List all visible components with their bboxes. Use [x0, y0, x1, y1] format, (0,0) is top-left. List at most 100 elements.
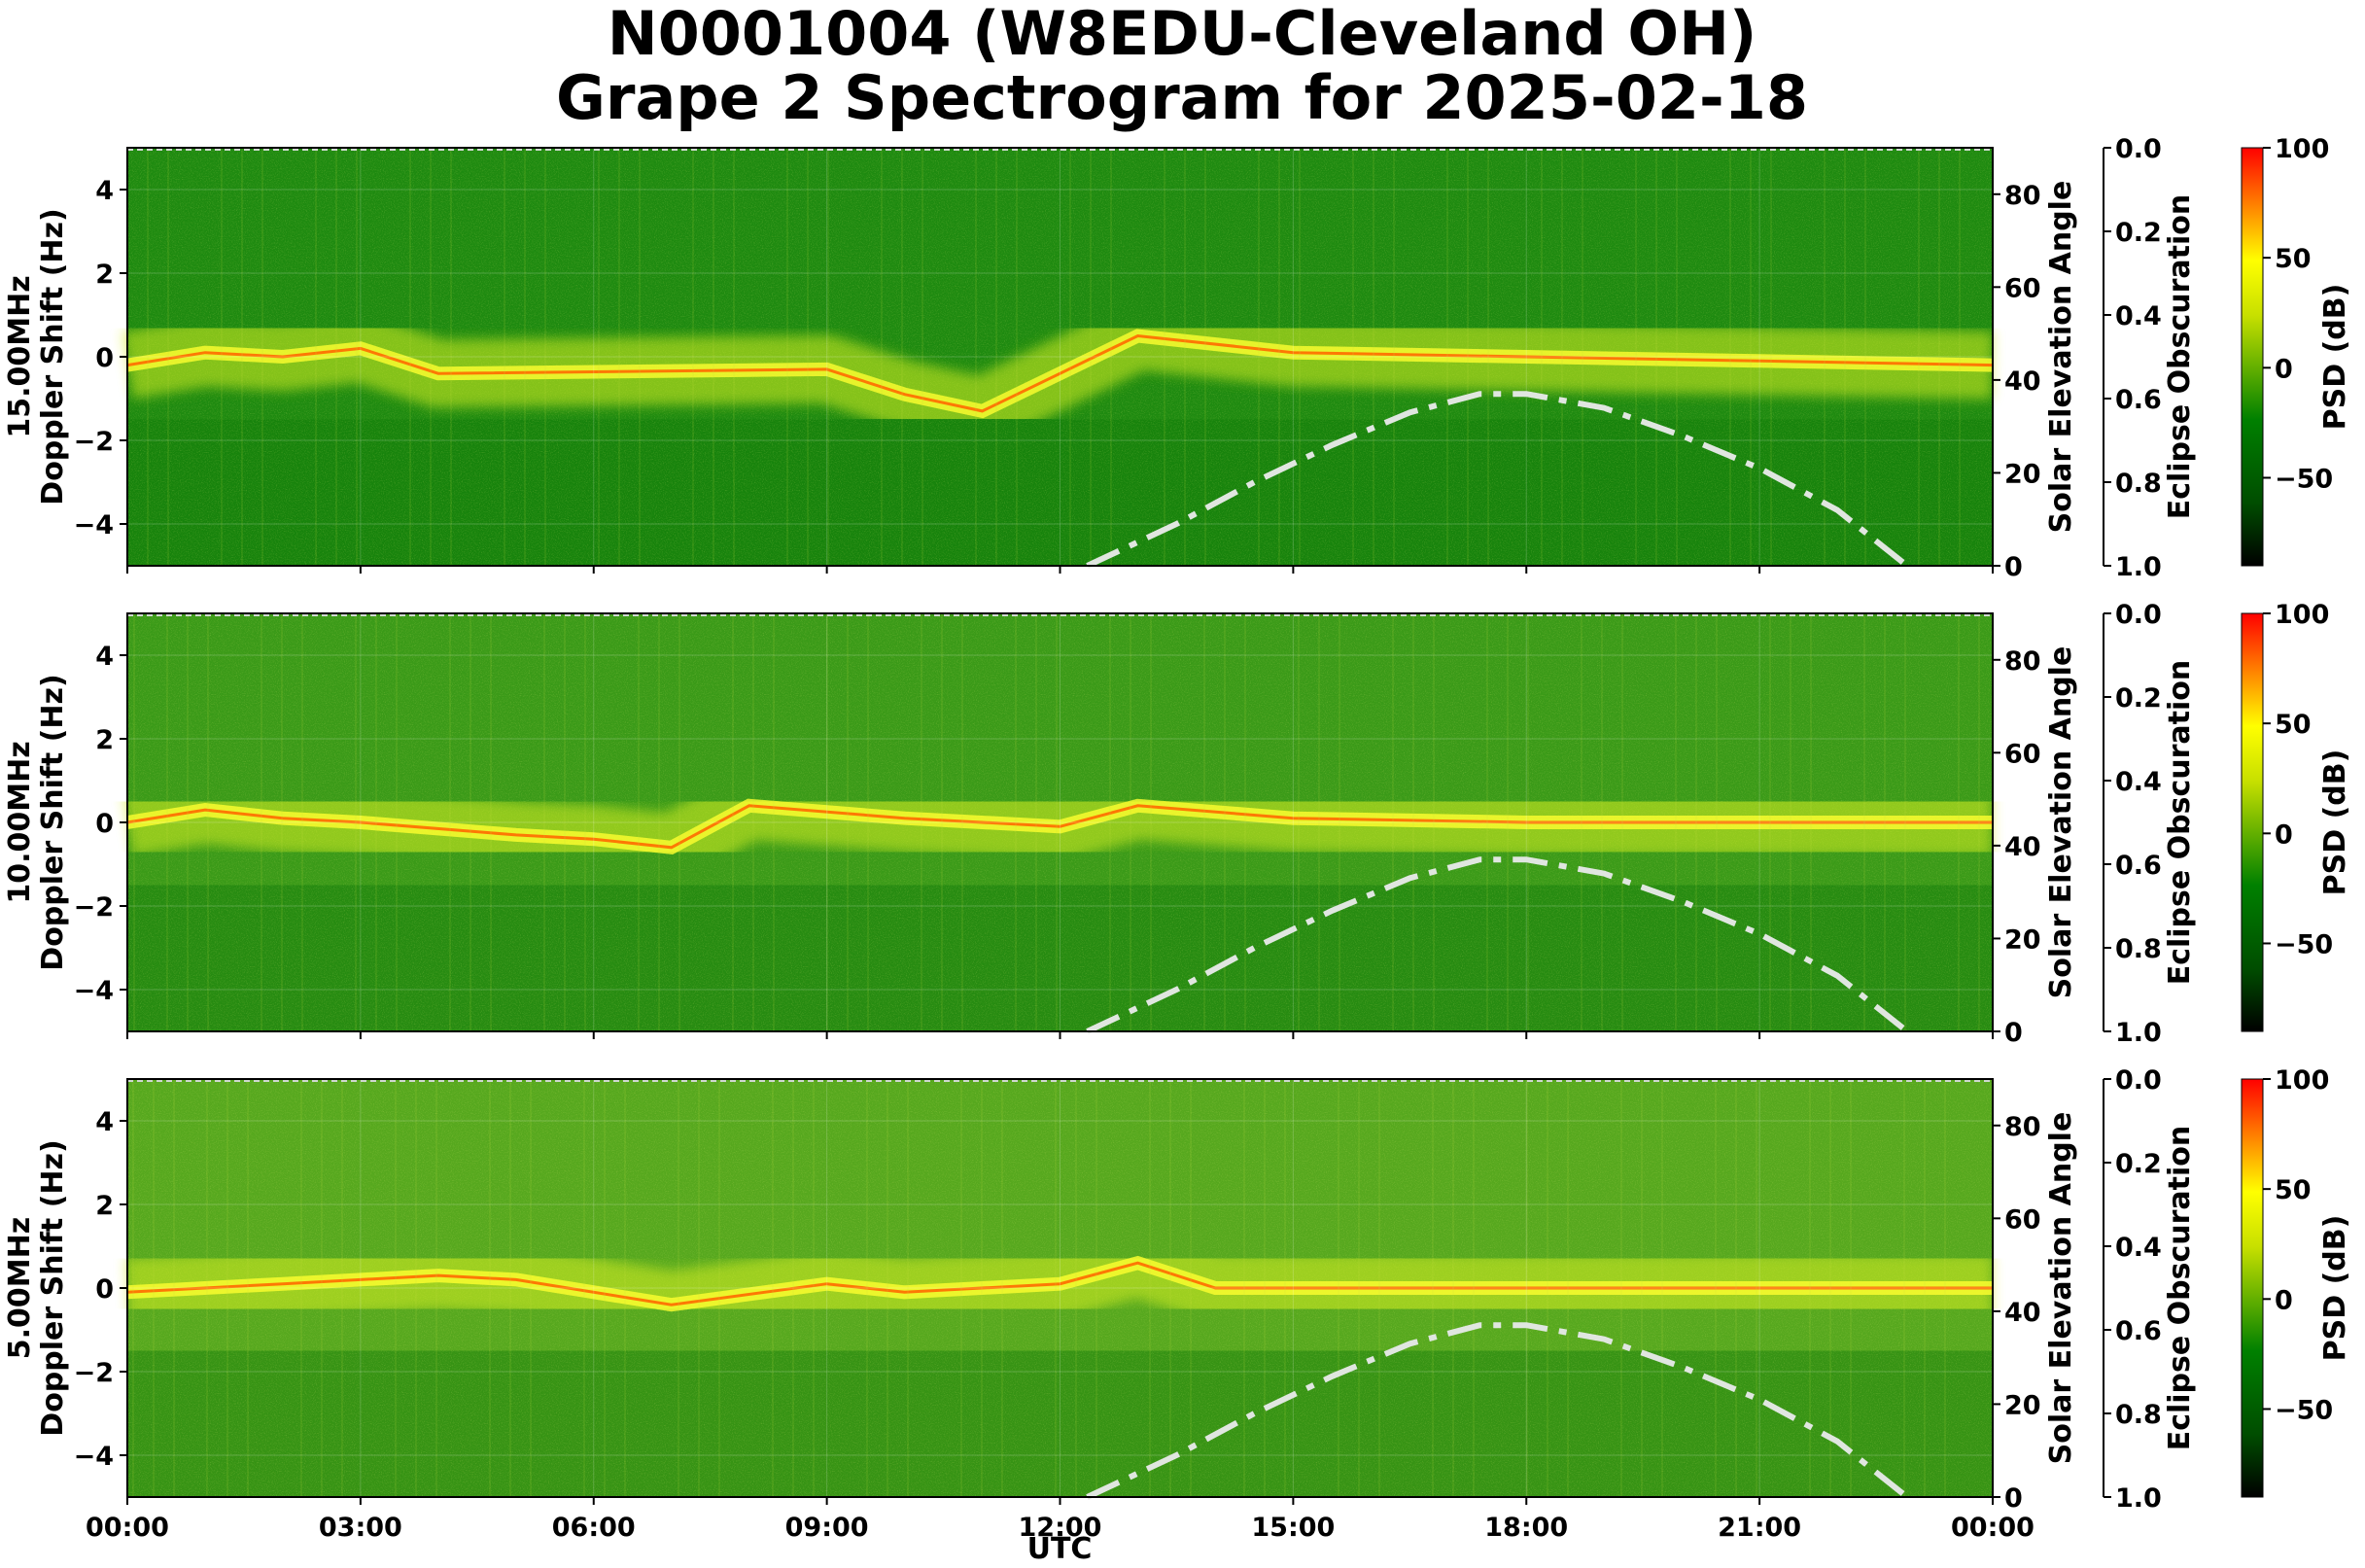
x-tick-label: 12:00: [1019, 1513, 1102, 1543]
elevation-tick-label: 40: [2004, 1298, 2041, 1328]
elevation-tick-label: 80: [2004, 181, 2041, 211]
eclipse-tick-label: 0.8: [2115, 1400, 2162, 1430]
carrier-trace: [126, 333, 1994, 413]
frequency-label: 15.00MHz: [3, 275, 37, 437]
elevation-tick-label: 20: [2004, 1390, 2041, 1420]
elevation-tick-label: 80: [2004, 1112, 2041, 1142]
eclipse-tick-label: 0.6: [2115, 851, 2162, 881]
solar-elevation-curve: [1086, 1322, 1909, 1500]
x-tick-label: 21:00: [1718, 1513, 1801, 1543]
y-tick-label: −2: [74, 1358, 114, 1388]
y-tick-label: −4: [74, 1442, 114, 1472]
eclipse-tick-label: 0.0: [2115, 600, 2162, 630]
doppler-axis-label: Doppler Shift (Hz): [36, 674, 70, 970]
eclipse-tick-label: 0.6: [2115, 385, 2162, 415]
elevation-tick-label: 20: [2004, 459, 2041, 489]
x-tick-label: 00:00: [1951, 1513, 2035, 1543]
elevation-tick-label: 0: [2004, 1018, 2023, 1048]
colorbar-tick-label: 50: [2275, 244, 2312, 274]
carrier-trace: [126, 804, 1993, 850]
colorbar-tick-label: −50: [2275, 464, 2333, 494]
solar-elevation-label: Solar Elevation Angle: [2044, 1112, 2078, 1465]
solar-elevation-curve: [1086, 856, 1909, 1034]
eclipse-tick-label: 0.0: [2115, 1065, 2162, 1096]
eclipse-tick-label: 0.2: [2115, 683, 2162, 714]
colorbar-tick-label: 0: [2275, 354, 2293, 384]
x-tick-label: 09:00: [785, 1513, 869, 1543]
x-tick-label: 18:00: [1484, 1513, 1568, 1543]
panel-15-00mhz: 420−2−415.00MHz Doppler Shift (Hz)8060402…: [3, 134, 2352, 582]
eclipse-tick-label: 0.4: [2115, 301, 2162, 331]
colorbar-label: PSD (dB): [2318, 749, 2352, 896]
colorbar-tick-label: 0: [2275, 1285, 2293, 1315]
eclipse-obscuration-label: Eclipse Obscuration: [2163, 660, 2197, 986]
eclipse-tick-label: 0.2: [2115, 1149, 2162, 1179]
doppler-axis-label: Doppler Shift (Hz): [36, 208, 70, 505]
x-tick-label: 00:00: [86, 1513, 169, 1543]
y-tick-label: 0: [95, 809, 114, 839]
eclipse-tick-label: 0.4: [2115, 767, 2162, 797]
eclipse-tick-label: 0.6: [2115, 1316, 2162, 1346]
y-tick-label: −2: [74, 427, 114, 457]
eclipse-tick-label: 0.0: [2115, 134, 2162, 164]
colorbar-tick-label: −50: [2275, 1395, 2333, 1425]
frequency-label: 10.00MHz: [3, 741, 37, 903]
elevation-tick-label: 60: [2004, 273, 2041, 303]
doppler-axis-label: Doppler Shift (Hz): [36, 1139, 70, 1436]
y-tick-label: −2: [74, 892, 114, 923]
carrier-trace: [126, 1261, 1993, 1307]
elevation-tick-label: 60: [2004, 739, 2041, 769]
y-tick-label: 2: [95, 260, 114, 290]
x-axis-label: UTC: [1027, 1532, 1093, 1566]
eclipse-tick-label: 1.0: [2115, 552, 2162, 582]
elevation-tick-label: 0: [2004, 552, 2023, 582]
x-tick-label: 03:00: [319, 1513, 402, 1543]
solar-elevation-label: Solar Elevation Angle: [2044, 181, 2078, 534]
colorbar-tick-label: 50: [2275, 1175, 2312, 1205]
y-tick-label: 4: [95, 176, 114, 206]
eclipse-tick-label: 0.8: [2115, 469, 2162, 499]
colorbar-label: PSD (dB): [2318, 1215, 2352, 1362]
spectrogram-panels: 420−2−415.00MHz Doppler Shift (Hz)8060402…: [3, 134, 2352, 1543]
eclipse-tick-label: 1.0: [2115, 1018, 2162, 1048]
colorbar-tick-label: 50: [2275, 710, 2312, 740]
title-line-1: N0001004 (W8EDU-Cleveland OH): [608, 0, 1757, 69]
psd-colorbar: [2241, 147, 2264, 567]
elevation-tick-label: 0: [2004, 1483, 2023, 1514]
elevation-tick-label: 20: [2004, 924, 2041, 955]
elevation-tick-label: 80: [2004, 646, 2041, 677]
x-tick-label: 06:00: [552, 1513, 636, 1543]
colorbar-label: PSD (dB): [2318, 284, 2352, 431]
colorbar-tick-label: 100: [2275, 1065, 2329, 1096]
y-tick-label: −4: [74, 976, 114, 1006]
colorbar-tick-label: −50: [2275, 929, 2333, 959]
psd-colorbar: [2241, 1078, 2264, 1498]
solar-elevation-label: Solar Elevation Angle: [2044, 646, 2078, 999]
eclipse-obscuration-label: Eclipse Obscuration: [2163, 1126, 2197, 1451]
eclipse-tick-label: 0.2: [2115, 218, 2162, 248]
frequency-label: 5.00MHz: [3, 1217, 37, 1359]
y-tick-label: 4: [95, 1107, 114, 1137]
eclipse-tick-label: 0.4: [2115, 1233, 2162, 1263]
panel-5-00mhz: 420−2−45.00MHz Doppler Shift (Hz)80604020…: [3, 1065, 2352, 1543]
y-tick-label: 0: [95, 343, 114, 373]
colorbar-tick-label: 100: [2275, 134, 2329, 164]
eclipse-obscuration-label: Eclipse Obscuration: [2163, 194, 2197, 520]
psd-colorbar: [2241, 612, 2264, 1032]
eclipse-tick-label: 0.8: [2115, 934, 2162, 964]
elevation-tick-label: 60: [2004, 1204, 2041, 1235]
elevation-tick-label: 40: [2004, 832, 2041, 862]
y-tick-label: −4: [74, 510, 114, 540]
colorbar-tick-label: 100: [2275, 600, 2329, 630]
solar-elevation-curve: [1086, 391, 1909, 569]
title-line-2: Grape 2 Spectrogram for 2025-02-18: [556, 62, 1808, 133]
y-tick-label: 2: [95, 725, 114, 755]
panel-10-00mhz: 420−2−410.00MHz Doppler Shift (Hz)8060402…: [3, 600, 2352, 1048]
elevation-tick-label: 40: [2004, 366, 2041, 397]
y-tick-label: 4: [95, 642, 114, 672]
x-tick-label: 15:00: [1251, 1513, 1335, 1543]
colorbar-tick-label: 0: [2275, 819, 2293, 850]
eclipse-tick-label: 1.0: [2115, 1483, 2162, 1514]
y-tick-label: 2: [95, 1191, 114, 1221]
